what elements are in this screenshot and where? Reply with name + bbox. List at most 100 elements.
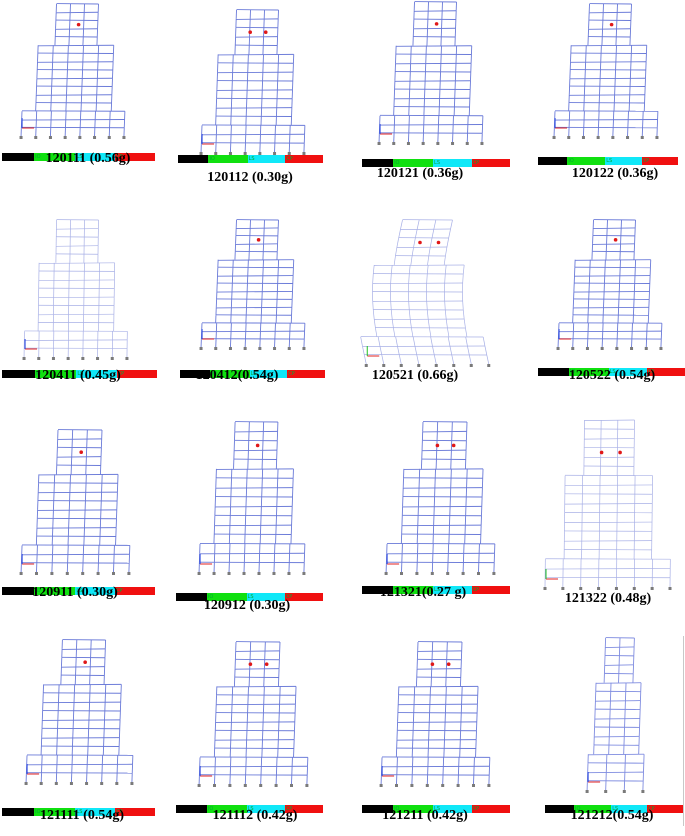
plastic-hinge-icon bbox=[613, 238, 618, 242]
legend-tick-label: LS bbox=[248, 156, 255, 162]
support-icon bbox=[452, 364, 456, 367]
support-icon bbox=[451, 142, 455, 145]
support-icon bbox=[477, 572, 480, 575]
performance-legend-bar: IO LS CP bbox=[2, 587, 155, 595]
legend-segment-cp: CP bbox=[647, 805, 683, 813]
frame-beam bbox=[21, 553, 130, 556]
frame-beam bbox=[57, 456, 102, 458]
support-icon bbox=[492, 572, 496, 575]
support-icon bbox=[115, 782, 119, 785]
frame-beam bbox=[372, 282, 463, 284]
legend-tick-label: IO bbox=[569, 369, 576, 375]
frame-beam bbox=[398, 685, 479, 688]
frame-column bbox=[409, 318, 412, 329]
frame-column bbox=[412, 336, 416, 347]
support-icon bbox=[273, 152, 277, 155]
legend-tick-label: CP bbox=[285, 594, 293, 600]
legend-segment-ls: LS bbox=[75, 587, 116, 595]
frame-beam bbox=[594, 718, 640, 720]
support-icon bbox=[461, 572, 465, 575]
support-icon bbox=[100, 782, 104, 785]
frame-beam bbox=[234, 430, 278, 433]
performance-legend-bar: IO LS CP bbox=[178, 155, 323, 163]
support-icon bbox=[425, 784, 429, 787]
support-icon bbox=[24, 782, 28, 785]
support-icon bbox=[421, 142, 425, 145]
support-icon bbox=[650, 587, 654, 590]
support-icon bbox=[436, 142, 440, 145]
frame-beam bbox=[61, 666, 105, 668]
frame-column bbox=[396, 237, 400, 248]
legend-segment-cp: CP bbox=[116, 370, 157, 378]
frame-beam bbox=[569, 94, 645, 96]
frame-model bbox=[360, 219, 491, 367]
legend-segment-ls: LS bbox=[611, 805, 648, 813]
frame-beam bbox=[394, 97, 470, 100]
frame-beam bbox=[214, 739, 295, 741]
frame-beam bbox=[379, 124, 483, 126]
frame-column bbox=[443, 255, 446, 266]
legend-segment-cp: CP bbox=[471, 805, 510, 813]
legend-tick-label: CP bbox=[472, 160, 480, 166]
legend-segment-cp: CP bbox=[646, 368, 685, 376]
panel-caption: 120411 (0.45g) bbox=[35, 368, 121, 383]
frame-column bbox=[444, 300, 446, 311]
performance-legend-bar: IO LS CP bbox=[2, 370, 157, 378]
frame-diagram bbox=[197, 421, 306, 575]
legend-tick-label: IO bbox=[35, 809, 41, 815]
frame-model bbox=[585, 637, 645, 793]
frame-beam bbox=[362, 345, 485, 347]
support-icon bbox=[96, 572, 100, 575]
frame-beam bbox=[570, 61, 647, 63]
legend-tick-label: LS bbox=[76, 154, 83, 160]
support-icon bbox=[110, 357, 114, 360]
legend-tick-label: CP bbox=[288, 371, 295, 377]
frame-column bbox=[426, 273, 428, 284]
support-icon bbox=[581, 136, 585, 139]
support-icon bbox=[243, 347, 247, 350]
frame-column bbox=[426, 264, 429, 275]
frame-beam bbox=[589, 11, 632, 14]
support-icon bbox=[125, 357, 129, 360]
panel-121112 bbox=[197, 640, 309, 790]
frame-column bbox=[444, 264, 447, 275]
frame-beam bbox=[234, 449, 277, 452]
legend-segment-b bbox=[362, 586, 394, 594]
frame-beam bbox=[593, 227, 636, 229]
panel-120111 bbox=[19, 2, 126, 142]
legend-tick-label: CP bbox=[472, 587, 480, 593]
support-icon bbox=[19, 572, 23, 575]
frame-beam bbox=[42, 701, 121, 704]
plastic-hinge-icon bbox=[618, 450, 622, 455]
frame-column bbox=[433, 219, 437, 230]
legend-segment-b bbox=[362, 805, 394, 813]
frame-beam bbox=[37, 61, 114, 63]
frame-beam bbox=[594, 735, 640, 738]
frame-column bbox=[426, 300, 428, 311]
frame-column bbox=[448, 228, 451, 239]
frame-beam bbox=[588, 753, 645, 756]
legend-segment-io: IO bbox=[34, 587, 76, 595]
support-icon bbox=[456, 784, 460, 787]
frame-beam bbox=[564, 521, 653, 524]
legend-segment-ls: LS bbox=[76, 370, 117, 378]
support-icon bbox=[212, 572, 216, 575]
legend-tick-label: IO bbox=[207, 806, 214, 812]
frame-column bbox=[449, 345, 453, 356]
panel-120121 bbox=[377, 0, 484, 148]
support-icon bbox=[561, 587, 565, 590]
frame-column bbox=[400, 219, 403, 230]
frame-column bbox=[447, 336, 451, 347]
frame-beam bbox=[374, 264, 465, 266]
legend-segment-cp: CP bbox=[115, 587, 155, 595]
frame-diagram bbox=[552, 3, 659, 139]
legend-segment-ls: LS bbox=[75, 808, 116, 816]
support-icon bbox=[81, 572, 85, 575]
legend-tick-label: CP bbox=[116, 154, 123, 160]
panel-caption: 120112 (0.30g) bbox=[207, 170, 293, 185]
frame-beam bbox=[374, 318, 465, 320]
frame-beam bbox=[38, 491, 118, 494]
support-icon bbox=[274, 784, 278, 787]
panel-120412 bbox=[199, 218, 306, 353]
support-icon bbox=[54, 782, 58, 785]
